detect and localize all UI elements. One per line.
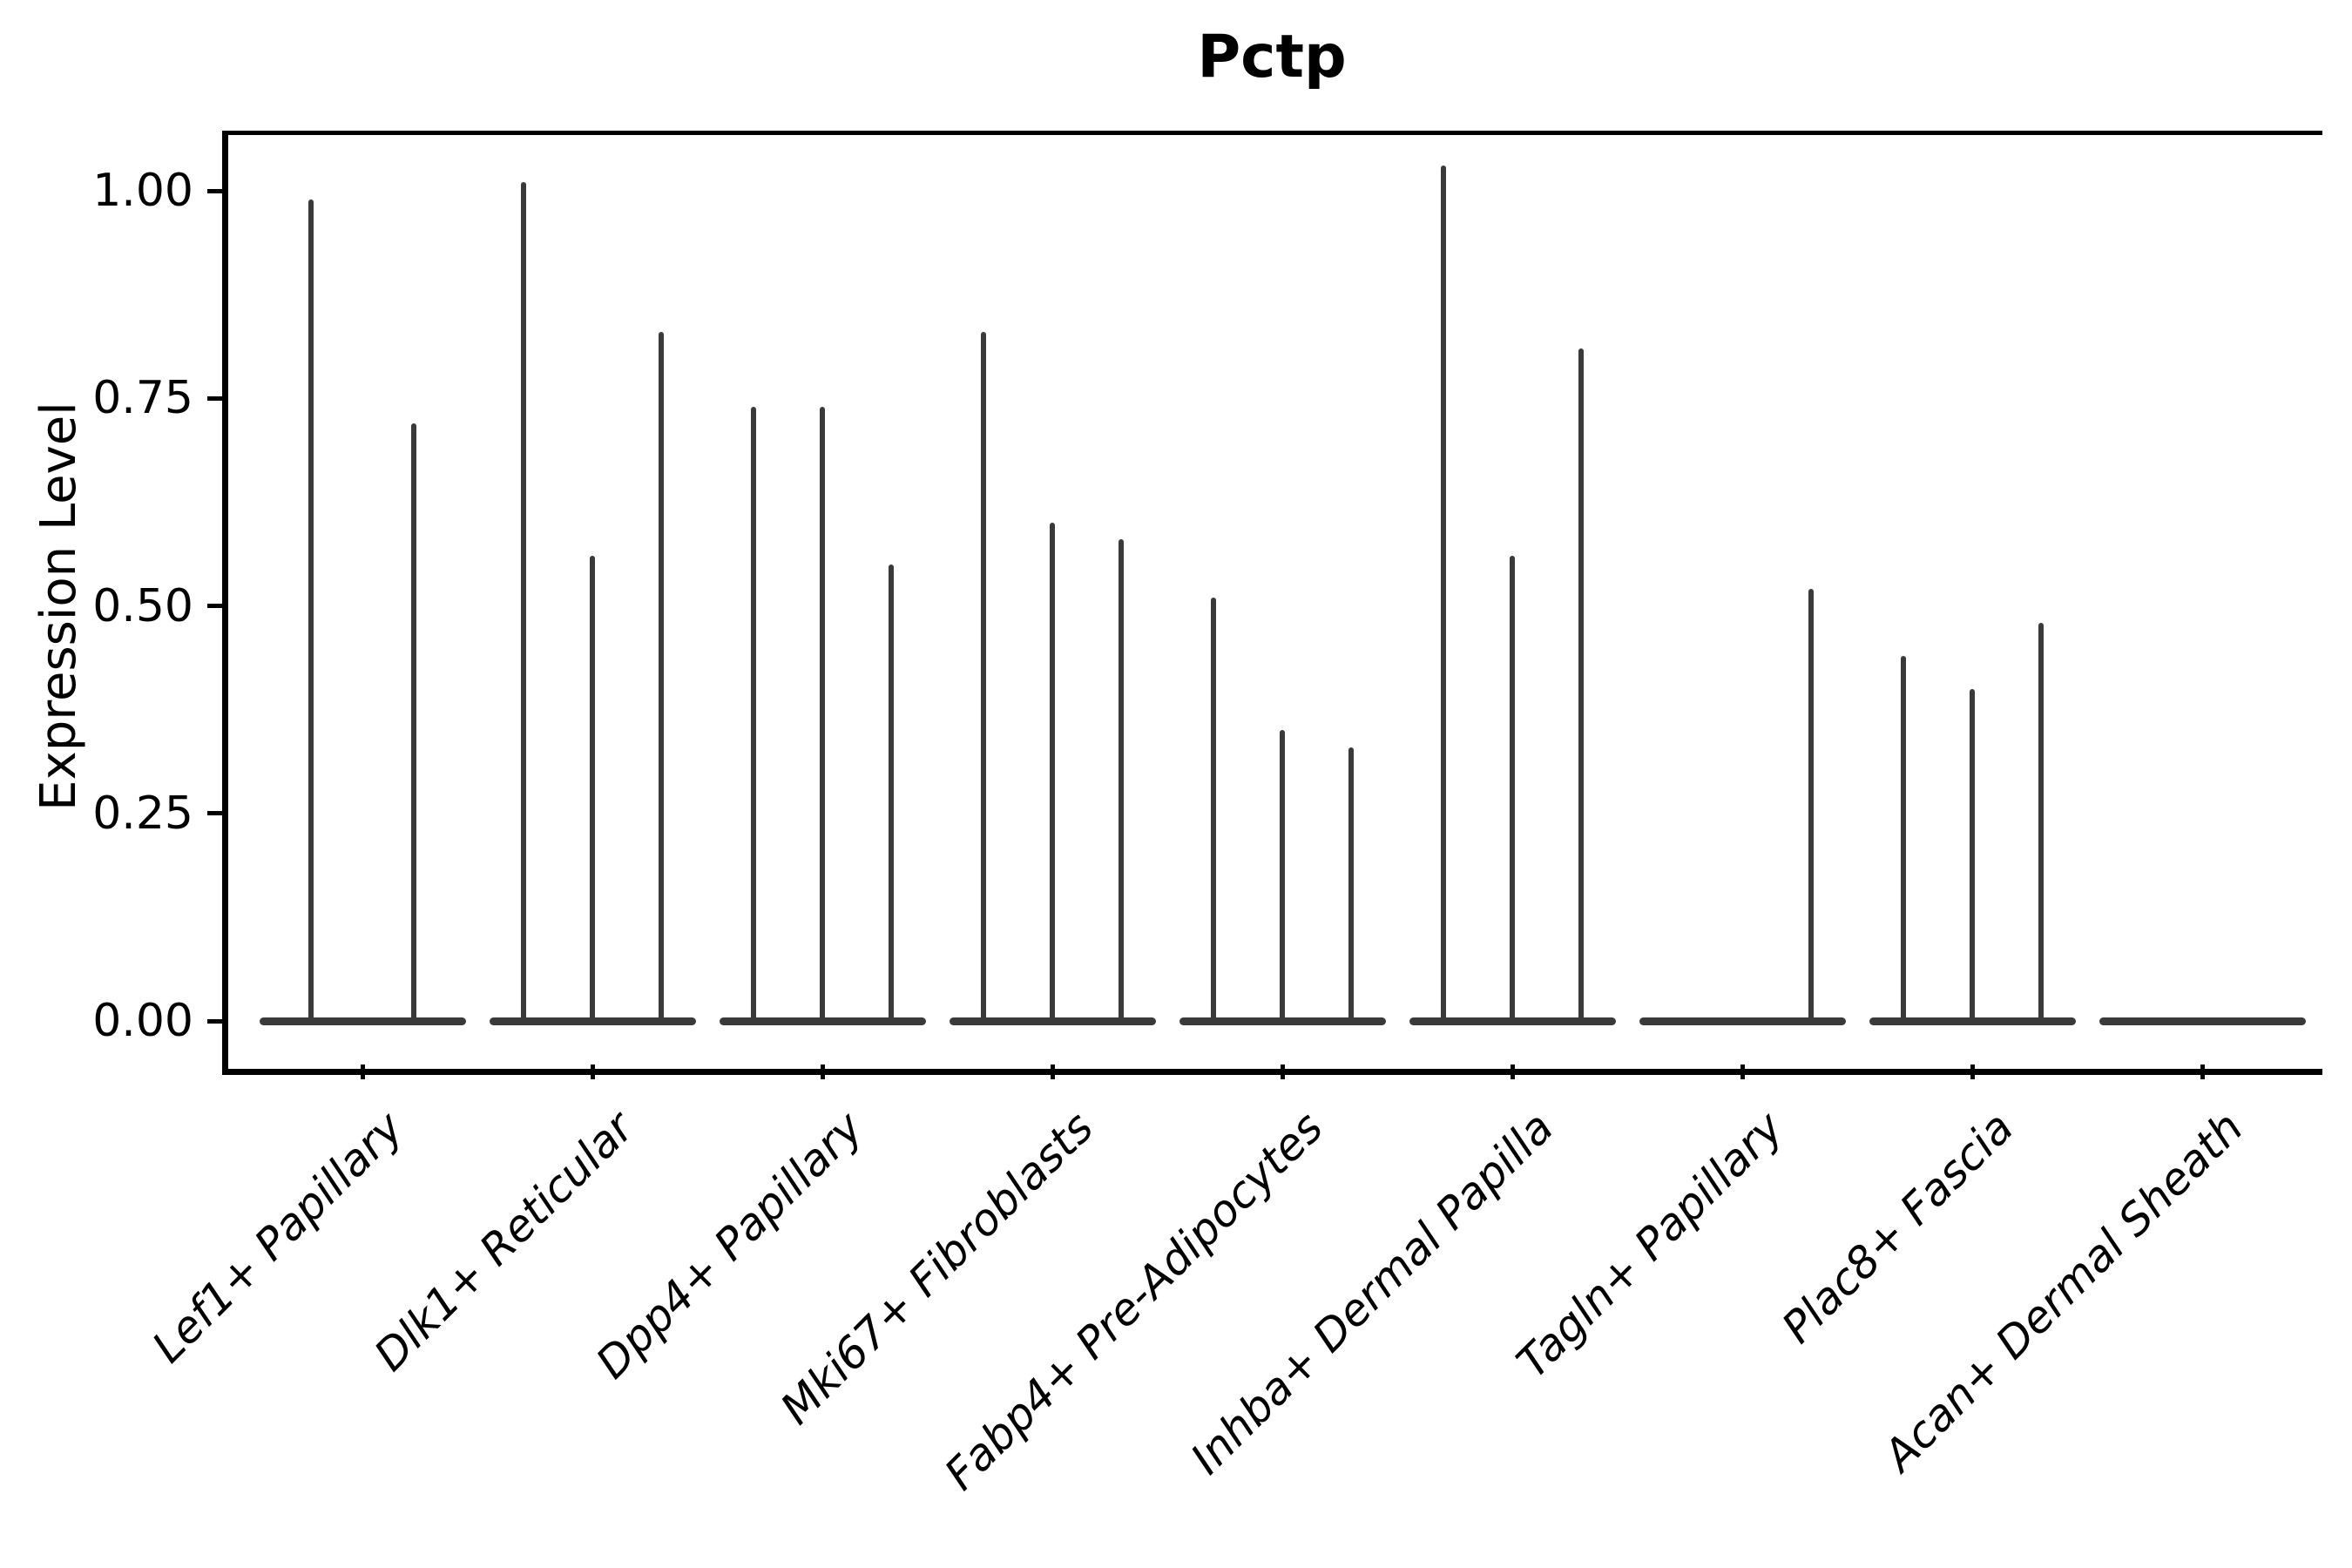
y-axis-label: Expression Level [30, 402, 87, 811]
x-category-label: Plac8+ Fascia [1772, 1102, 2024, 1354]
violin-baseline [259, 1017, 466, 1025]
violin-baseline [2099, 1017, 2306, 1025]
y-tick-label: 0.25 [92, 787, 193, 840]
y-tick-label: 1.00 [92, 165, 193, 217]
violin-spike [1970, 688, 1975, 1024]
violin-spike [820, 406, 825, 1024]
y-tick-mark [207, 604, 222, 608]
violin-spike [1578, 348, 1584, 1024]
x-tick-mark [360, 1064, 365, 1079]
violin-spike [1808, 589, 1814, 1024]
violin-spike [1510, 556, 1515, 1024]
plot-title: Pctp [1197, 23, 1347, 91]
violin-spike [1348, 747, 1354, 1024]
x-category-label: Fabp4+ Pre-Adipocytes [935, 1102, 1334, 1500]
violin-spike [1901, 655, 1906, 1024]
x-tick-mark [1740, 1064, 1745, 1079]
y-tick-mark [207, 395, 222, 401]
violin-spike [981, 332, 986, 1024]
violin-spike [751, 406, 756, 1024]
x-category-label: Lef1+ Papillary [142, 1102, 414, 1373]
violin-spike [1119, 539, 1124, 1024]
x-tick-mark [2200, 1064, 2205, 1079]
violin-spike [1211, 597, 1216, 1024]
y-tick-label: 0.00 [92, 995, 193, 1047]
violin-spike [1280, 730, 1285, 1024]
violin-spike [521, 182, 526, 1024]
x-tick-mark [1050, 1064, 1055, 1079]
violin-spike [889, 564, 894, 1024]
violin-spike [659, 332, 664, 1024]
y-tick-mark [207, 188, 222, 193]
axis-frame [222, 131, 2322, 1075]
violin-spike [2038, 622, 2044, 1024]
x-tick-mark [590, 1064, 595, 1079]
y-tick-label: 0.75 [92, 372, 193, 425]
x-tick-mark [1970, 1064, 1975, 1079]
violin-spike [590, 556, 595, 1024]
y-tick-mark [207, 1018, 222, 1024]
x-tick-mark [1510, 1064, 1515, 1079]
violin-spike [308, 199, 314, 1024]
x-category-label: Dlk1+ Reticular [364, 1102, 644, 1381]
x-tick-mark [1280, 1064, 1285, 1079]
violin-spike [1441, 166, 1446, 1024]
violin-baseline [1639, 1017, 1846, 1025]
violin-spike [1050, 523, 1055, 1024]
violin-spike [411, 422, 416, 1024]
y-tick-mark [207, 811, 222, 816]
x-tick-mark [820, 1064, 825, 1079]
y-tick-label: 0.50 [92, 579, 193, 632]
